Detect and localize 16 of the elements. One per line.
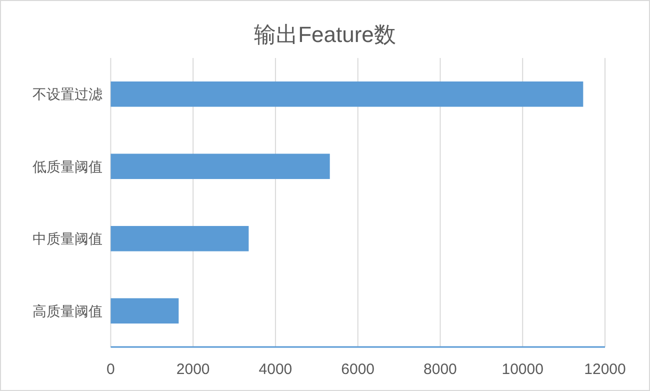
y-tick-label: 高质量阈值 <box>32 302 103 319</box>
x-tick-label: 12000 <box>584 361 626 378</box>
y-tick-label: 低质量阈值 <box>32 158 103 174</box>
x-tick-label: 2000 <box>176 361 210 378</box>
y-tick-label: 中质量阈值 <box>32 230 103 247</box>
bar <box>110 81 584 107</box>
bar <box>110 226 249 252</box>
bar <box>110 298 179 324</box>
x-tick-label: 10000 <box>502 361 544 378</box>
y-tick-label: 不设置过滤 <box>32 86 103 102</box>
chart-title: 输出Feature数 <box>254 22 396 47</box>
bar <box>110 154 330 180</box>
x-tick-label: 0 <box>106 361 115 378</box>
x-tick-label: 4000 <box>258 361 292 378</box>
x-tick-label: 6000 <box>341 361 375 378</box>
x-tick-label: 8000 <box>424 361 457 378</box>
